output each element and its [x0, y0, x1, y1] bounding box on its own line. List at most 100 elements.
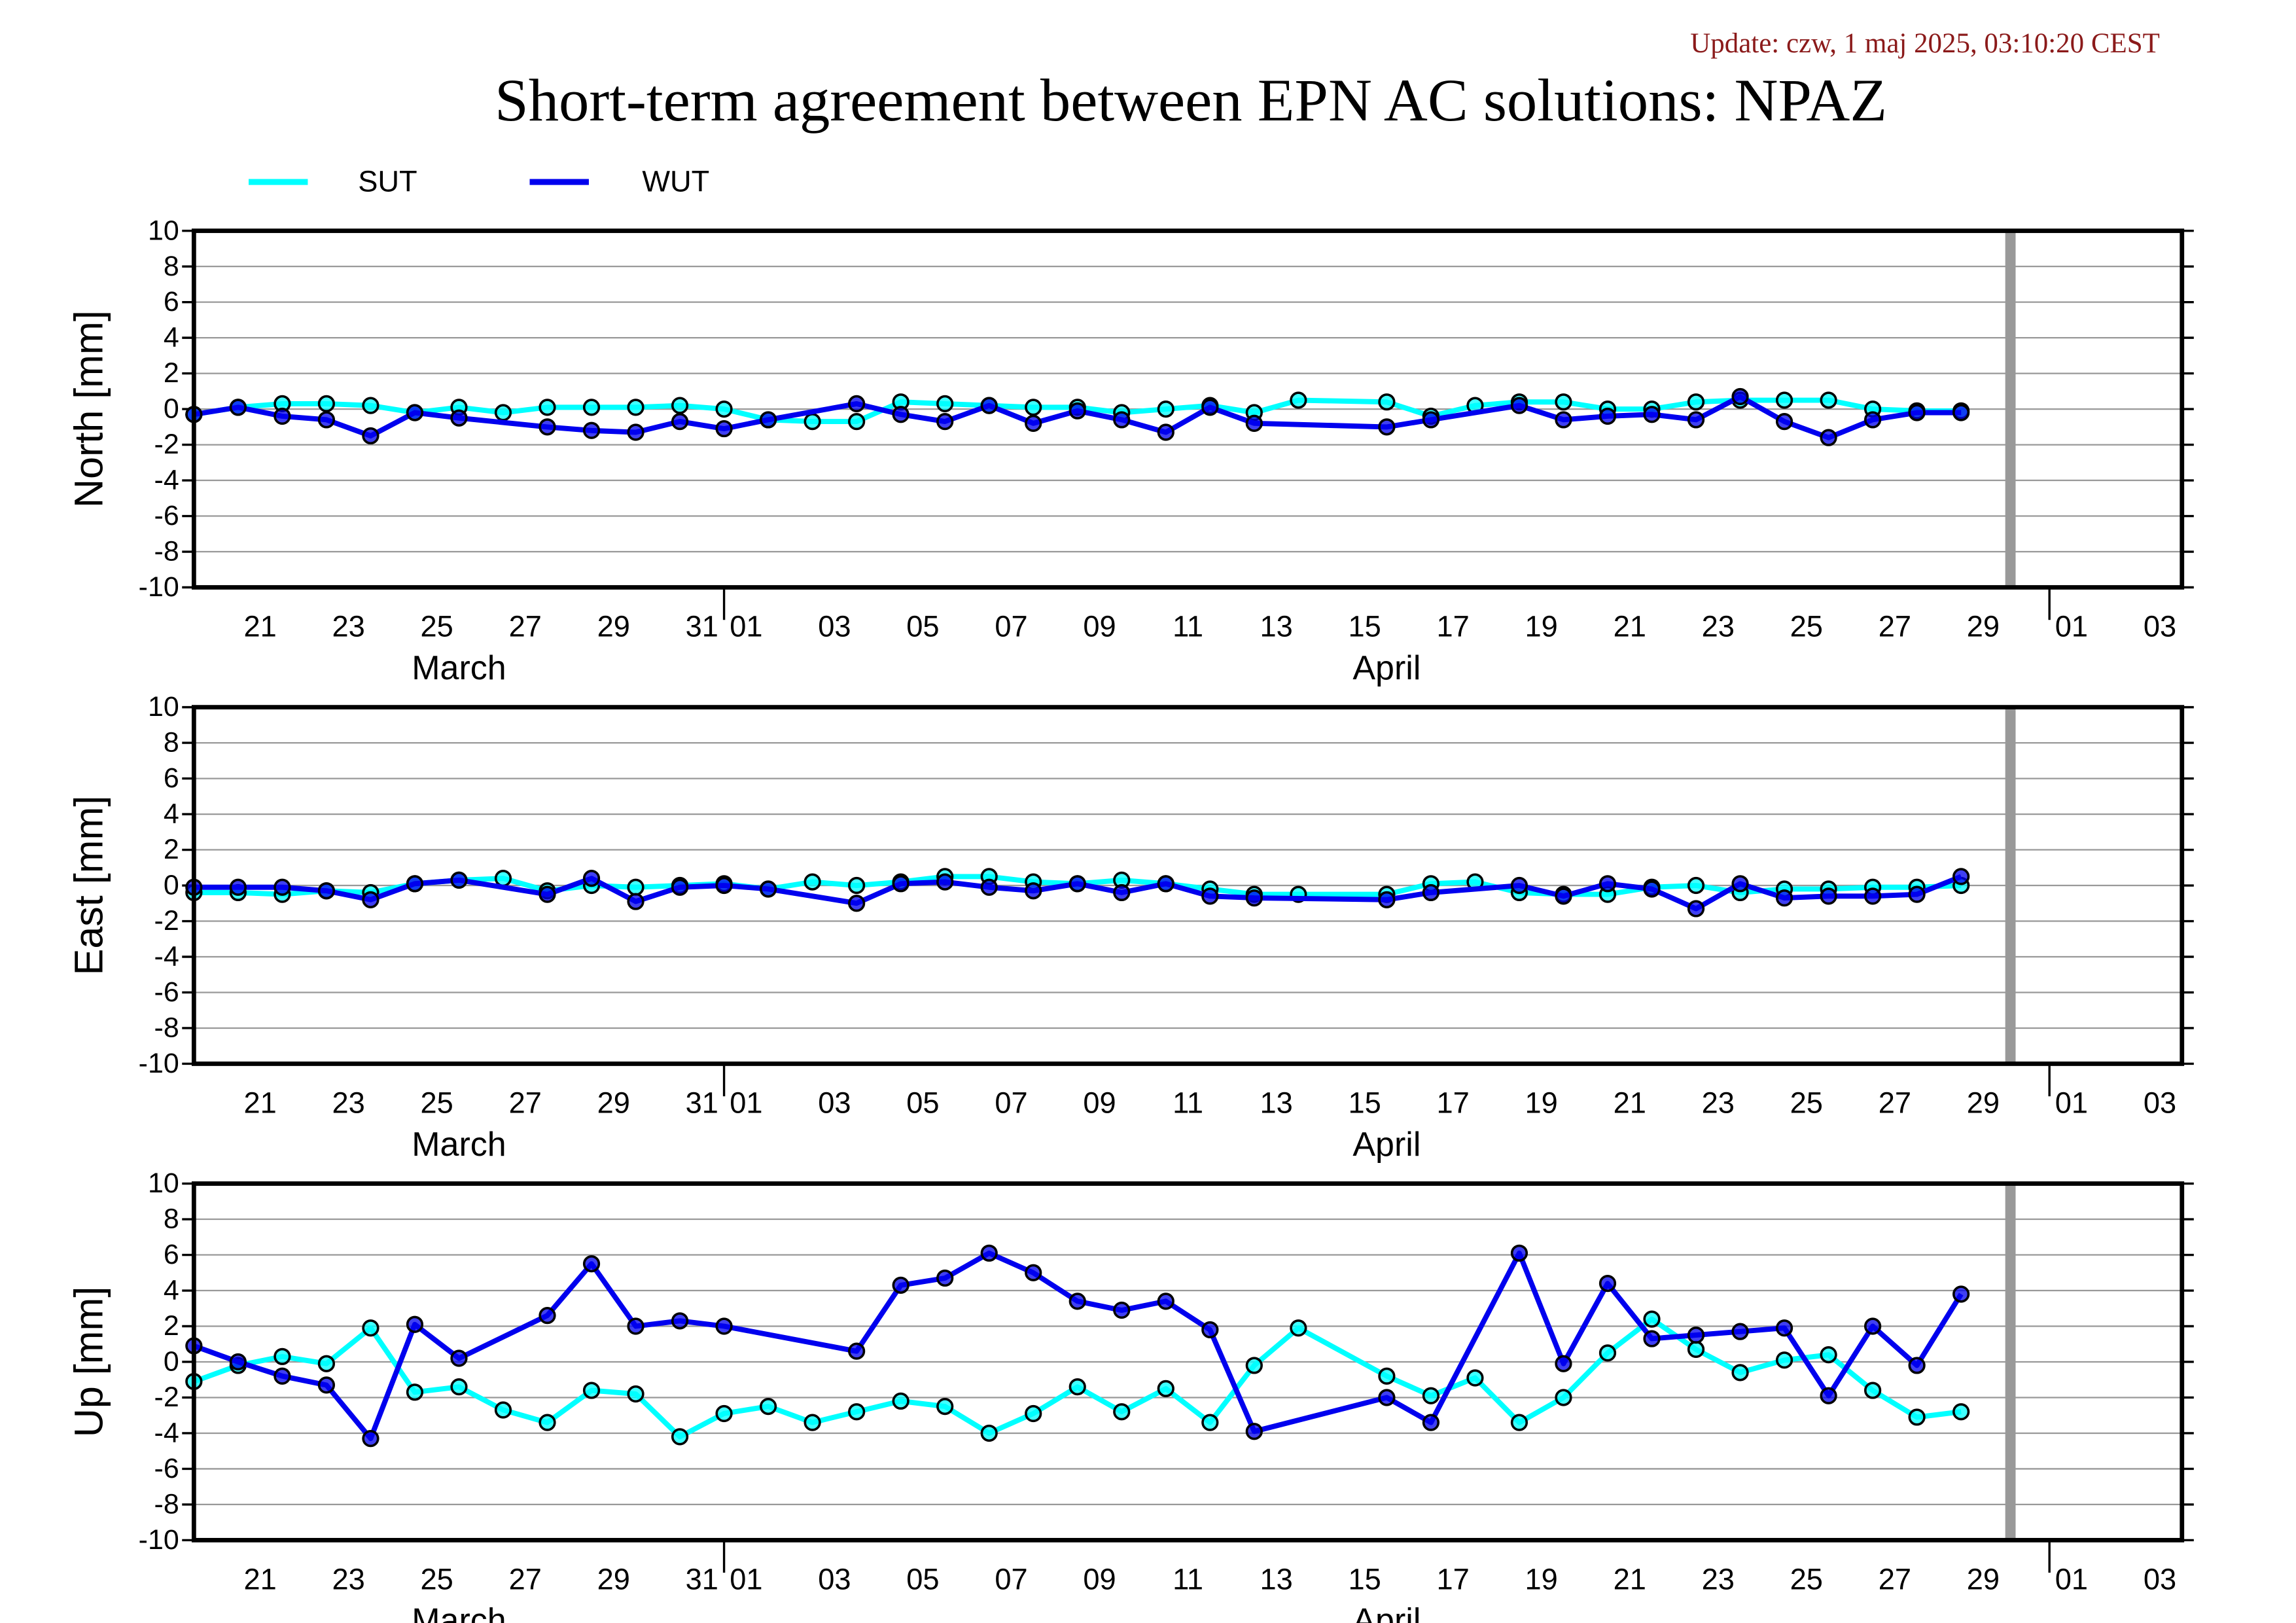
data-point: [1908, 1408, 1926, 1426]
y-tick-label: -4: [154, 1418, 179, 1449]
data-point: [936, 1269, 954, 1287]
data-point: [362, 397, 380, 414]
legend-label: SUT: [358, 164, 417, 198]
data-point: [1069, 1378, 1086, 1396]
x-tick-label: 01: [2055, 610, 2088, 643]
data-point: [804, 413, 821, 431]
y-tick-label: -8: [154, 1012, 179, 1044]
data-point: [1863, 887, 1882, 905]
data-point: [1820, 1387, 1837, 1404]
data-point: [406, 1315, 424, 1333]
data-point: [539, 1414, 556, 1431]
data-point: [1157, 1293, 1174, 1310]
data-point: [582, 421, 601, 439]
data-point: [627, 399, 645, 416]
data-point: [715, 1404, 733, 1423]
y-tick-label: 4: [164, 798, 179, 830]
x-tick-label: 23: [1702, 610, 1735, 643]
data-point: [980, 878, 998, 896]
data-point: [1113, 1301, 1131, 1319]
x-tick-label: 23: [332, 1086, 365, 1120]
y-tick-label: -10: [139, 571, 179, 603]
data-point: [892, 875, 910, 893]
data-point: [1775, 1351, 1793, 1369]
data-point: [450, 1378, 468, 1396]
x-tick-label: 17: [1437, 1563, 1470, 1596]
x-tick-label: 23: [1702, 1563, 1735, 1596]
data-point: [317, 882, 336, 900]
data-point: [582, 870, 601, 887]
data-point: [804, 1414, 821, 1431]
y-axis-label: Up [mm]: [66, 1287, 111, 1438]
data-point: [627, 878, 645, 896]
x-tick-label: 15: [1348, 1086, 1381, 1120]
y-tick-label: 6: [164, 762, 179, 794]
panel: -10 -8 -6 -4 -2 0 2 4 6 8 10 East [mm] 21 23 25 27 29 31 0…: [66, 691, 2194, 1164]
data-point: [539, 1307, 556, 1325]
data-point: [1245, 889, 1263, 907]
data-point: [1025, 1404, 1042, 1423]
data-point: [1201, 399, 1219, 416]
x-tick-label: 07: [995, 1563, 1027, 1596]
x-tick-label: 01: [2055, 1563, 2088, 1596]
y-tick-label: 0: [164, 870, 179, 901]
data-point: [627, 1385, 645, 1403]
month-label: April: [1352, 649, 1421, 687]
x-tick-label: 01: [2055, 1086, 2088, 1120]
data-point: [715, 400, 733, 418]
data-point: [1952, 1403, 1970, 1421]
data-point: [1069, 1293, 1086, 1310]
y-tick-label: 8: [164, 1204, 179, 1235]
data-point: [1863, 411, 1882, 429]
data-point: [627, 893, 645, 910]
month-label: March: [412, 649, 506, 687]
data-point: [494, 1401, 512, 1419]
data-point: [936, 873, 954, 891]
data-point: [1643, 880, 1661, 898]
y-tick-label: -6: [154, 976, 179, 1008]
data-point: [274, 407, 291, 425]
x-tick-label: 13: [1260, 1086, 1292, 1120]
data-point: [1687, 1327, 1705, 1344]
y-tick-label: 2: [164, 357, 179, 389]
y-axis-label: North [mm]: [66, 310, 111, 508]
data-point: [362, 427, 380, 445]
x-tick-label: 21: [243, 610, 276, 643]
data-point: [715, 1317, 733, 1335]
data-point: [1687, 393, 1705, 411]
data-point: [980, 1424, 998, 1442]
data-point: [1378, 891, 1396, 908]
x-tick-label: 23: [332, 1563, 365, 1596]
data-point: [1290, 1319, 1307, 1337]
data-point: [848, 1342, 866, 1360]
data-point: [1378, 393, 1396, 411]
data-point: [848, 1403, 866, 1421]
y-tick-label: 10: [148, 215, 179, 246]
data-point: [1687, 1340, 1705, 1359]
y-tick-label: -4: [154, 941, 179, 972]
data-point: [1598, 1344, 1617, 1362]
data-point: [1113, 883, 1131, 902]
data-point: [1466, 1369, 1484, 1387]
data-point: [406, 1383, 424, 1401]
data-point: [1598, 407, 1617, 425]
data-point: [671, 413, 689, 431]
data-point: [1863, 1382, 1882, 1399]
data-point: [1598, 875, 1617, 893]
x-tick-label: 03: [2144, 610, 2176, 643]
data-point: [848, 413, 866, 431]
data-point: [759, 880, 777, 898]
data-point: [1731, 1323, 1749, 1340]
data-point: [848, 895, 866, 912]
data-point: [1731, 1364, 1749, 1382]
data-point: [1510, 876, 1528, 895]
month-label: March: [412, 1602, 506, 1623]
data-point: [1908, 1357, 1926, 1374]
data-point: [848, 395, 866, 413]
x-tick-label: 29: [597, 610, 630, 643]
x-tick-label: 01: [730, 610, 762, 643]
plot-frame: [191, 705, 2185, 1066]
